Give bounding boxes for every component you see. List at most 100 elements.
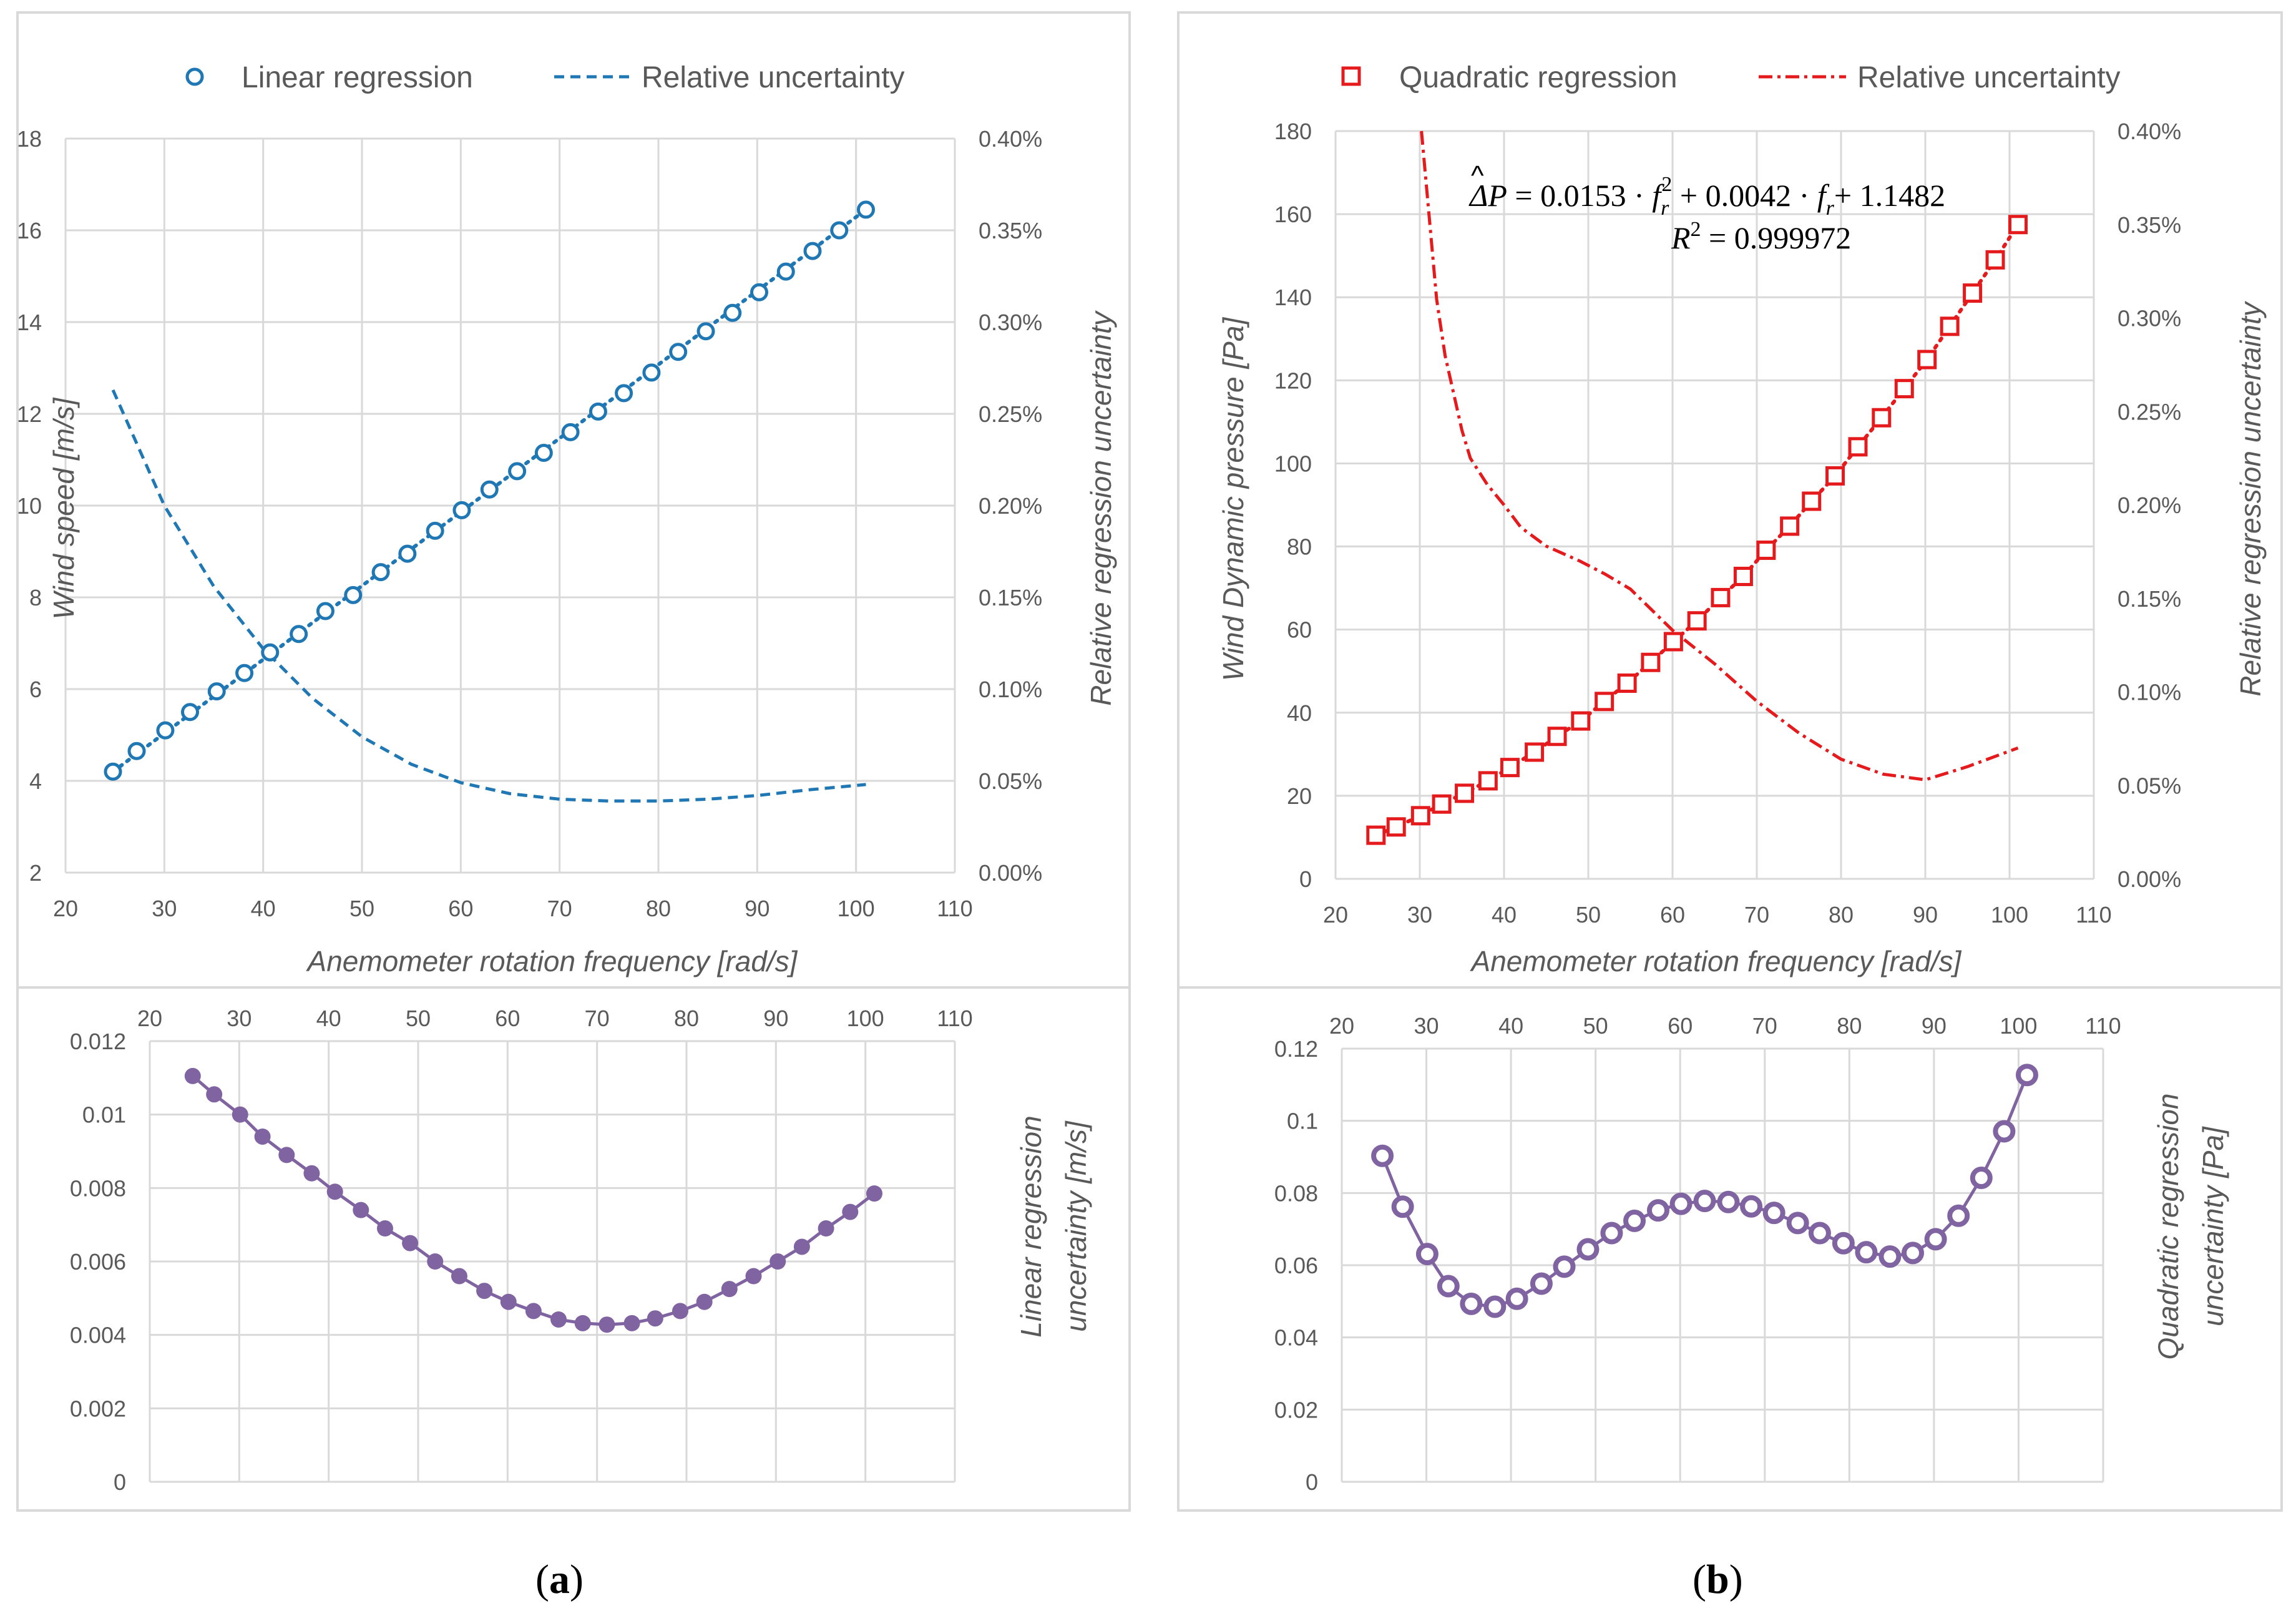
a-top-x-tick-label: 70 xyxy=(547,896,572,921)
caption-a: (a) xyxy=(535,1557,584,1602)
linear-uncertainty-point xyxy=(793,1238,810,1255)
a-bottom-x-tick-label: 50 xyxy=(406,1006,431,1031)
linear-regression-point xyxy=(669,343,688,361)
a-top-y-tick-label: 12 xyxy=(17,401,42,427)
a-top-x-tick-label: 50 xyxy=(349,896,374,921)
b-top-y-tick-label: 40 xyxy=(1287,700,1312,726)
caption-b-letter: b xyxy=(1706,1557,1729,1602)
eq-eq: = xyxy=(1507,178,1540,213)
grid-a-bottom xyxy=(149,1040,956,1483)
linear-regression-point xyxy=(508,462,527,481)
r2-r: R xyxy=(1671,220,1691,255)
b-bottom-y-tick-label: 0.02 xyxy=(1274,1397,1318,1423)
a-top-x-tick-label: 20 xyxy=(53,896,78,921)
linear-regression-point xyxy=(261,643,280,662)
linear-regression-point xyxy=(723,303,742,322)
a-top-y-tick-label: 16 xyxy=(17,218,42,243)
linear-regression-point xyxy=(696,322,715,341)
linear-regression-point xyxy=(104,762,122,781)
b-bottom-x-tick-label: 50 xyxy=(1583,1013,1608,1039)
y2-ticks-b-top: 0.00% 0.05% 0.10% 0.15% 0.20% 0.25% 0.30% 0.35%… xyxy=(2118,119,2181,892)
caption-a-letter: a xyxy=(549,1557,570,1602)
legend-label-linear-regression: Linear regression xyxy=(242,61,473,94)
a-bottom-x-tick-label: 90 xyxy=(763,1006,788,1031)
y-axis-label-b-top: Wind Dynamic pressure [Pa] xyxy=(1217,317,1249,682)
linear-regression-point xyxy=(776,262,795,281)
eq-dot2: · xyxy=(1791,178,1817,213)
b-top-x-tick-label: 20 xyxy=(1323,902,1348,928)
a-bottom-y-tick-label: 0.01 xyxy=(82,1102,126,1128)
a-bottom-y-tick-label: 0.012 xyxy=(70,1029,126,1054)
linear-regression-point xyxy=(207,682,226,701)
linear-regression-point xyxy=(642,363,661,382)
quadratic-uncertainty-point xyxy=(2016,1064,2038,1087)
linear-uncertainty-point xyxy=(427,1253,444,1270)
linear-uncertainty-point xyxy=(278,1147,295,1163)
b-top-x-tick-label: 100 xyxy=(1991,902,2028,928)
b-bottom-x-tick-label: 90 xyxy=(1922,1013,1947,1039)
linear-uncertainty-point xyxy=(550,1311,567,1328)
linear-regression-point xyxy=(181,703,199,722)
quadratic-regression-point xyxy=(1595,692,1615,712)
a-bottom-x-tick-label: 20 xyxy=(137,1006,162,1031)
linear-uncertainty-point xyxy=(647,1310,663,1327)
b-top-y-tick-label: 0 xyxy=(1299,866,1312,892)
linear-uncertainty-point xyxy=(769,1253,786,1270)
quadratic-regression-point xyxy=(1825,466,1845,486)
b-top-y-tick-label: 120 xyxy=(1274,368,1312,393)
y-ticks-b-top: 0 20 40 60 80 100 120 140 160 180 xyxy=(1274,119,1312,892)
panel-b-bottom-frame xyxy=(1177,986,2283,1512)
a-bottom-y-tick-label: 0 xyxy=(114,1469,126,1495)
quadratic-regression-point xyxy=(1872,408,1892,428)
series-linear-regression-uncertainty xyxy=(184,1067,882,1333)
a-top-x-tick-label: 90 xyxy=(745,896,769,921)
y-axis-label-a-bottom-line1: Linear regression xyxy=(1015,1115,1047,1337)
a-top-x-tick-label: 30 xyxy=(152,896,177,921)
equation-line-1: ΔP = 0.0153 · fr2 + 0.0042 · fr+ 1.1482 xyxy=(1468,173,1945,220)
b-top-y2-tick-label: 0.25% xyxy=(2118,399,2181,424)
eq-c3: 1.1482 xyxy=(1860,178,1946,213)
linear-regression-point xyxy=(480,480,499,499)
a-bottom-x-tick-label: 110 xyxy=(937,1006,972,1031)
a-top-x-tick-label: 40 xyxy=(251,896,276,921)
linear-uncertainty-line xyxy=(192,1074,876,1326)
quadratic-regression-point xyxy=(1386,817,1406,837)
b-bottom-y-tick-label: 0.04 xyxy=(1274,1325,1318,1351)
quadratic-uncertainty-point xyxy=(1855,1241,1878,1264)
y-axis-label-a-top: Wind speed [m/s] xyxy=(47,397,80,619)
eq-sub1: r xyxy=(1661,197,1669,220)
quadratic-uncertainty-point xyxy=(1947,1204,1970,1227)
quadratic-uncertainty-point xyxy=(1832,1232,1855,1255)
b-bottom-x-tick-label: 20 xyxy=(1329,1013,1354,1039)
quadratic-regression-point xyxy=(1366,825,1386,845)
quadratic-regression-point xyxy=(1985,250,2005,270)
legend-label-relative-uncertainty-a: Relative uncertainty xyxy=(642,61,905,94)
b-bottom-y-tick-label: 0.12 xyxy=(1274,1036,1318,1062)
quadratic-uncertainty-point xyxy=(1623,1209,1646,1232)
x-axis-label-a-top: Anemometer rotation frequency [rad/s] xyxy=(306,945,798,977)
linear-uncertainty-point xyxy=(402,1235,419,1251)
b-top-x-tick-label: 80 xyxy=(1829,902,1854,928)
linear-regression-point xyxy=(750,283,768,301)
a-top-y2-tick-label: 0.25% xyxy=(979,401,1042,427)
quadratic-regression-point xyxy=(1410,806,1430,826)
series-relative-uncertainty-a xyxy=(111,389,866,803)
b-top-x-tick-label: 110 xyxy=(2076,902,2111,928)
quadratic-uncertainty-point xyxy=(1530,1272,1553,1295)
quadratic-regression-point xyxy=(1571,711,1591,731)
grid-b-bottom xyxy=(1341,1047,2104,1483)
panel-a-top-frame xyxy=(16,11,1131,989)
linear-uncertainty-point xyxy=(326,1183,343,1200)
b-bottom-y-tick-label: 0.06 xyxy=(1274,1253,1318,1278)
a-top-x-tick-label: 100 xyxy=(838,896,875,921)
quadratic-uncertainty-point xyxy=(1669,1192,1693,1215)
a-top-x-tick-label: 80 xyxy=(646,896,671,921)
quadratic-uncertainty-point xyxy=(1924,1228,1947,1251)
a-top-y-tick-label: 2 xyxy=(29,860,42,886)
linear-regression-point xyxy=(589,402,607,421)
linear-uncertainty-point xyxy=(206,1086,223,1103)
linear-uncertainty-point xyxy=(818,1220,834,1237)
linear-regression-point xyxy=(452,501,471,519)
b-top-y-tick-label: 20 xyxy=(1287,783,1312,809)
quadratic-uncertainty-point xyxy=(1646,1199,1669,1222)
